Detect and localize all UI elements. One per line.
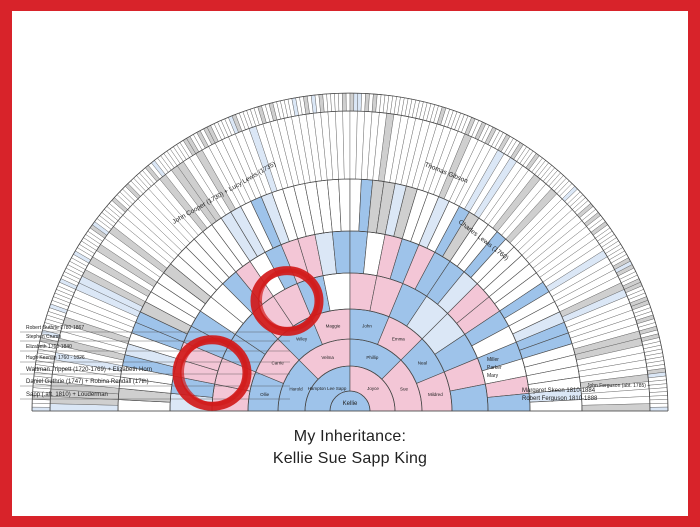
fan-wedges	[31, 92, 669, 412]
ring-outline	[304, 365, 396, 412]
caption-name: Kellie Sue Sapp King	[272, 450, 428, 467]
center-label: Kellie	[343, 401, 358, 407]
ancestor-wedge	[31, 403, 51, 408]
ring-label: Joyce	[367, 386, 379, 391]
ring-label: Maggie	[326, 324, 341, 329]
caption-title: My Inheritance:	[293, 428, 407, 445]
ancestor-wedge	[353, 92, 358, 112]
highlight-circle-stroke	[180, 337, 248, 407]
right-row-label: Margaret Skeen 1810-1884	[522, 388, 596, 394]
ring-outline	[49, 110, 651, 412]
left-row-label: Sapp (.aft. 1810) + Louderman	[26, 392, 108, 398]
ring-outline	[117, 178, 583, 412]
ring-label: Carrie	[272, 361, 285, 366]
left-row-label: Hugh Keenan 1760 - 1826	[26, 355, 85, 361]
ring-label: Ollie	[260, 392, 269, 397]
ancestor-wedge	[345, 92, 351, 112]
ring-label: Phillip	[366, 355, 379, 360]
ancestor-wedge	[649, 403, 669, 408]
ancestor-wedge	[349, 92, 355, 112]
ring-label: Harold	[289, 387, 303, 392]
ancestor-wedge	[31, 406, 51, 412]
highlight-circle-stroke	[258, 268, 320, 332]
right-row-label: Parker	[487, 365, 502, 371]
ring-outline	[31, 92, 669, 412]
ancestor-wedge	[649, 406, 669, 412]
ring-label: Neal	[418, 361, 427, 366]
left-row-label: Wattman Trippett (1720-1769) + Elizabeth…	[26, 367, 152, 373]
ancestor-wedge	[338, 92, 343, 112]
left-row-label: Elizabeth 1760-1840	[26, 344, 72, 350]
ring-outline	[169, 230, 531, 412]
right-row-label: John Ferguson (abt. 1785) +	[587, 383, 650, 389]
right-row-label: Robert Ferguson 1810-1888	[522, 396, 598, 402]
left-row-label: Robert Guthrie 1780-1867	[26, 325, 84, 331]
ring-label: John	[362, 324, 372, 329]
right-row-label: Miller	[487, 357, 499, 363]
ring-outline	[247, 308, 453, 412]
ring-label: Mildred	[428, 392, 443, 397]
left-row-label: Daniel Guthrie (1747) + Robina Rendall (…	[26, 379, 149, 385]
ancestor-wedge	[649, 399, 669, 404]
ring-outline	[329, 390, 371, 412]
ancestor-wedge	[342, 92, 347, 112]
chart-frame: Kellie Hampton Lee Sapp Joyce Harold Velma Ph…	[12, 11, 688, 516]
ring-outline	[277, 338, 423, 412]
ring-label: Hampton Lee Sapp	[308, 386, 347, 391]
fan-chart: Kellie Hampton Lee Sapp Joyce Harold Velma Ph…	[20, 92, 669, 412]
ring-label: Velma	[321, 355, 334, 360]
ring-label: Wiley	[296, 337, 308, 342]
side-rows: Sapp (.aft. 1810) + Louderman Daniel Guth…	[20, 325, 650, 402]
ring-label: Emma	[392, 337, 405, 342]
right-row-label: Mary	[487, 373, 499, 379]
left-row-label: Stephen Crump	[26, 334, 61, 340]
ring-label: Sue	[400, 387, 409, 392]
highlight-circles	[172, 266, 324, 411]
